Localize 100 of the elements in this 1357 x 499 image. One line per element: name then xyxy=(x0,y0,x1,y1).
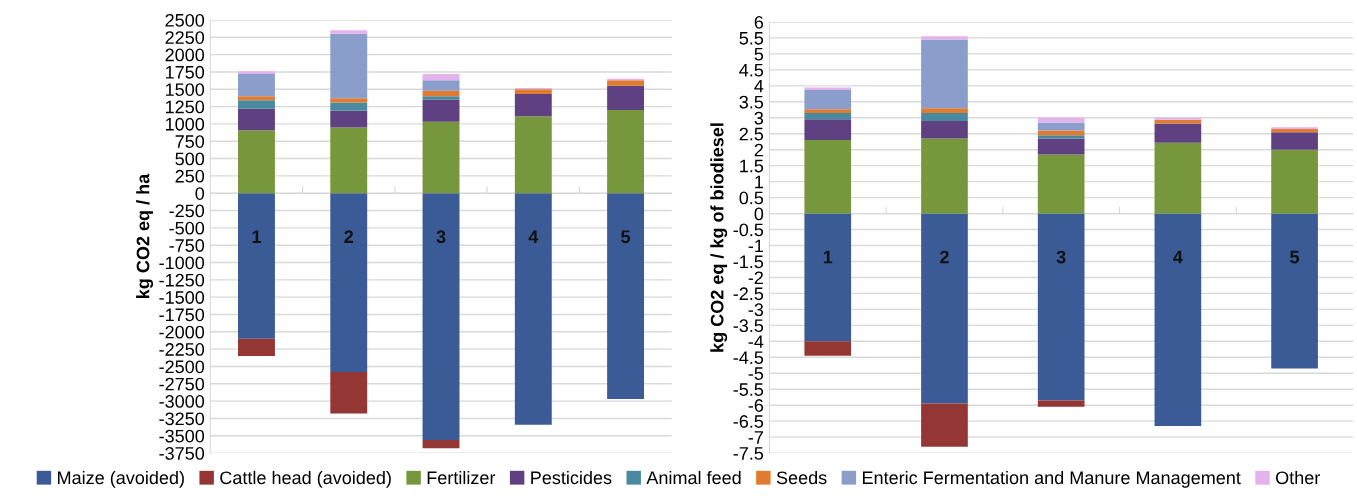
y-tick-label: -5 xyxy=(748,367,764,380)
bar xyxy=(238,338,275,357)
y-tick-label: 1250 xyxy=(165,100,205,114)
bar xyxy=(330,193,368,373)
bar xyxy=(1037,117,1085,123)
y-tick-label: -2750 xyxy=(159,377,205,391)
y-tick-label: 3 xyxy=(754,111,764,125)
bar xyxy=(1154,142,1202,214)
bar xyxy=(1271,128,1318,133)
y-tick-label: 1 xyxy=(755,175,763,189)
bar xyxy=(1037,154,1085,214)
bar xyxy=(1271,213,1318,369)
y-tick-label: 0.5 xyxy=(739,191,764,205)
bar xyxy=(921,120,968,139)
bar xyxy=(1271,149,1318,214)
y-tick-label: 6 xyxy=(754,15,764,29)
y-tick-label: -3750 xyxy=(159,447,205,460)
y-tick-label: -4.5 xyxy=(733,351,764,364)
bar xyxy=(330,127,368,194)
y-tick-label: -2.5 xyxy=(733,287,764,301)
y-tick-label: 5 xyxy=(754,48,764,61)
bar xyxy=(238,96,275,101)
y-axis-title: kg CO2 eq / kg of biodiesel xyxy=(710,123,728,352)
y-tick-label: -1250 xyxy=(159,273,205,287)
y-tick-label: -750 xyxy=(169,239,205,252)
y-tick-label: -5.5 xyxy=(733,383,764,396)
bar xyxy=(422,74,460,81)
y-tick-label: -2250 xyxy=(159,343,205,356)
bar xyxy=(921,108,968,113)
y-tick-label: -7.5 xyxy=(733,447,764,460)
y-tick-label: -3500 xyxy=(159,429,205,443)
legend-label: Animal feed xyxy=(646,470,741,485)
x-tick-label: 2 xyxy=(940,250,949,264)
bar xyxy=(514,116,552,194)
bar xyxy=(607,80,645,86)
y-tick-label: 750 xyxy=(175,135,205,148)
bar xyxy=(422,99,460,122)
bar xyxy=(804,87,852,90)
x-tick-label: 2 xyxy=(344,230,354,243)
y-tick-label: 3.5 xyxy=(739,95,764,109)
x-tick-label: 4 xyxy=(528,230,539,243)
y-tick-label: 1750 xyxy=(165,65,205,79)
y-tick-label: -1.5 xyxy=(733,255,764,269)
y-tick-label: -2 xyxy=(748,271,763,284)
bar xyxy=(1037,135,1085,139)
bar xyxy=(238,71,275,75)
bar xyxy=(330,372,368,414)
bar xyxy=(422,80,460,91)
y-tick-label: -2000 xyxy=(159,325,205,339)
bar xyxy=(514,193,552,425)
y-tick-label: -2500 xyxy=(159,360,205,374)
bar xyxy=(1271,132,1318,150)
y-tick-label: -3 xyxy=(748,303,764,317)
y-tick-label: 2.5 xyxy=(739,127,764,141)
bar xyxy=(238,108,275,131)
bar xyxy=(514,89,552,95)
bar xyxy=(238,100,275,109)
bar xyxy=(921,213,968,404)
x-tick-label: 1 xyxy=(823,250,833,264)
bar xyxy=(921,403,968,447)
bar xyxy=(1037,138,1085,155)
legend-label: Maize (avoided) xyxy=(58,470,184,488)
bar xyxy=(1154,119,1202,124)
bar xyxy=(422,96,460,100)
y-tick-label: -1750 xyxy=(159,308,205,322)
bar xyxy=(921,138,968,214)
legend-label: Fertilizer xyxy=(427,470,496,485)
x-tick-label: 3 xyxy=(436,230,446,244)
bar xyxy=(330,110,368,128)
bar xyxy=(238,193,275,339)
y-tick-label: -3250 xyxy=(159,412,205,426)
y-tick-label: -7 xyxy=(748,431,763,444)
bar xyxy=(1154,213,1202,426)
y-tick-label: 5.5 xyxy=(739,32,764,45)
y-tick-label: 0 xyxy=(195,187,205,200)
y-tick-label: 4 xyxy=(754,79,764,93)
bar xyxy=(607,85,645,111)
y-tick-label: 500 xyxy=(175,152,205,166)
x-tick-label: 4 xyxy=(1173,250,1183,264)
bar xyxy=(422,193,460,440)
y-tick-label: 4.5 xyxy=(739,63,764,77)
bar xyxy=(804,109,852,113)
legend-label: Other xyxy=(1276,470,1320,485)
bar xyxy=(330,102,368,111)
x-tick-label: 5 xyxy=(621,230,631,244)
y-tick-label: -1500 xyxy=(159,291,205,304)
y-tick-label: 2250 xyxy=(165,31,205,45)
y-tick-label: -500 xyxy=(169,221,205,235)
bar xyxy=(921,36,968,40)
bar xyxy=(422,439,460,449)
y-tick-label: -250 xyxy=(169,204,205,218)
legend-label: Pesticides xyxy=(531,470,612,485)
bar xyxy=(607,110,645,194)
bar xyxy=(804,213,852,342)
y-tick-label: -3000 xyxy=(159,395,205,408)
bar xyxy=(607,193,645,400)
y-tick-label: 250 xyxy=(175,169,205,183)
bar xyxy=(1154,123,1202,143)
y-tick-label: -1 xyxy=(748,239,763,253)
bar xyxy=(422,121,460,194)
